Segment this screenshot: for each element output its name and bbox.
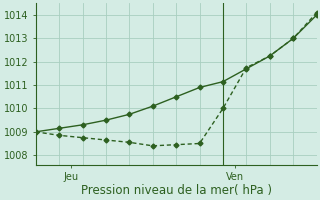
X-axis label: Pression niveau de la mer( hPa ): Pression niveau de la mer( hPa ) [81, 184, 272, 197]
